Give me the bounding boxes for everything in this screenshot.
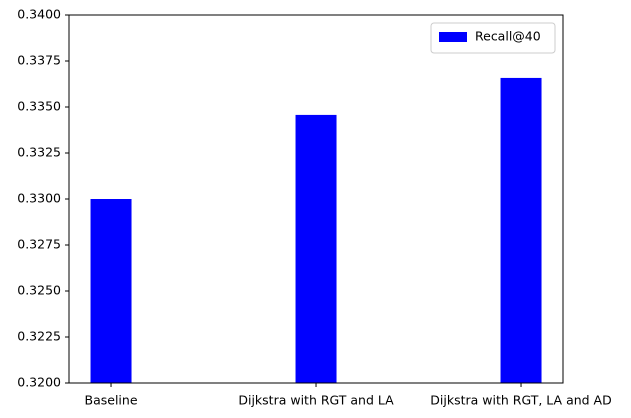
x-tick-label: Dijkstra with RGT and LA [238, 393, 394, 408]
bar [295, 114, 337, 384]
plot-frame [68, 14, 564, 384]
x-tick-label: Dijkstra with RGT, LA and AD [430, 393, 611, 408]
legend-box [430, 22, 556, 54]
y-tick-label: 0.3350 [17, 99, 61, 114]
y-tick-label: 0.3275 [17, 237, 61, 252]
y-tick-label: 0.3200 [17, 375, 61, 390]
y-tick-label: 0.3250 [17, 283, 61, 298]
y-tick-label: 0.3300 [17, 191, 61, 206]
bar [90, 199, 132, 383]
y-tick-label: 0.3375 [17, 53, 61, 68]
y-tick-label: 0.3325 [17, 145, 61, 160]
y-tick-label: 0.3400 [17, 7, 61, 22]
y-tick-label: 0.3225 [17, 329, 61, 344]
legend-label: Recall@40 [475, 29, 541, 44]
legend-swatch [439, 32, 467, 42]
x-tick-label: Baseline [85, 393, 138, 408]
bar [500, 77, 542, 383]
